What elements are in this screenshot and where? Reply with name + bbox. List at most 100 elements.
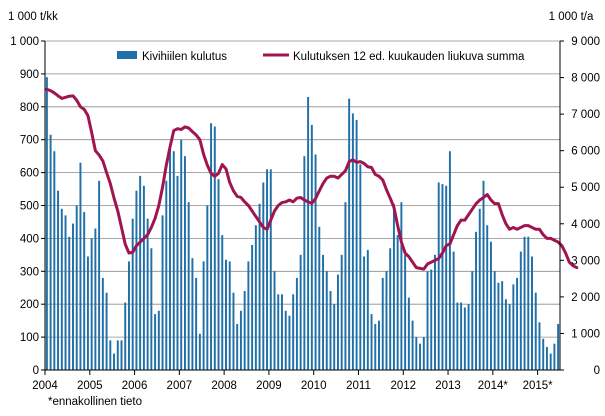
consumption-bar	[94, 228, 97, 370]
consumption-bar	[116, 340, 119, 370]
consumption-bar	[370, 314, 373, 370]
consumption-bar	[60, 208, 63, 370]
x-tick-label: 2013	[435, 380, 461, 392]
consumption-bar	[49, 134, 52, 370]
consumption-bar	[538, 322, 541, 370]
consumption-bar	[210, 123, 213, 370]
consumption-bar	[72, 223, 74, 370]
consumption-bar	[501, 281, 504, 370]
x-tick-label: 2006	[122, 380, 148, 392]
consumption-bar	[542, 338, 545, 370]
consumption-bar	[531, 256, 533, 370]
right-tick-label: 4 000	[571, 219, 600, 231]
consumption-bar	[187, 202, 190, 370]
consumption-bar	[258, 203, 261, 370]
consumption-bar	[139, 175, 142, 370]
consumption-bar	[75, 205, 78, 370]
consumption-bar	[191, 258, 194, 370]
consumption-bar	[307, 96, 310, 371]
consumption-bar	[534, 292, 537, 370]
consumption-bar	[344, 202, 347, 370]
consumption-bar	[251, 244, 254, 370]
consumption-bar	[288, 315, 291, 370]
legend-line-label: Kulutuksen 12 ed. kuukauden liukuva summ…	[293, 51, 525, 63]
consumption-bar	[165, 180, 168, 370]
right-tick-label: 8 000	[571, 73, 600, 85]
consumption-bar	[183, 156, 186, 370]
bar-series	[45, 77, 560, 371]
consumption-bar	[295, 277, 298, 370]
consumption-bar	[90, 238, 93, 370]
consumption-bar	[128, 261, 130, 370]
left-tick-label: 700	[20, 135, 39, 147]
left-tick-label: 0	[33, 365, 39, 377]
consumption-bar	[497, 282, 500, 370]
consumption-bar	[366, 249, 369, 370]
right-tick-label: 0	[594, 365, 600, 377]
consumption-bar	[150, 248, 153, 370]
consumption-bar	[202, 261, 205, 370]
consumption-bar	[553, 343, 556, 370]
consumption-bar	[239, 310, 242, 370]
left-tick-label: 1 000	[10, 36, 39, 48]
consumption-bar	[519, 251, 522, 370]
consumption-bar	[284, 310, 287, 370]
consumption-bar	[131, 218, 134, 370]
consumption-bar	[460, 302, 463, 370]
consumption-bar	[359, 164, 362, 371]
consumption-bar	[101, 277, 104, 370]
consumption-bar	[247, 261, 250, 370]
consumption-bar	[45, 77, 48, 370]
consumption-bar	[206, 205, 209, 370]
consumption-bar	[161, 215, 164, 370]
x-tick-label: 2015*	[523, 380, 554, 392]
consumption-bar	[512, 284, 515, 370]
consumption-bar	[415, 337, 418, 370]
consumption-bar	[493, 271, 496, 370]
consumption-bar	[434, 254, 436, 370]
consumption-bar	[198, 333, 201, 370]
legend-bar-label: Kivihiilen kulutus	[142, 51, 227, 63]
consumption-bar	[53, 151, 56, 370]
consumption-bar	[221, 235, 224, 370]
consumption-bar	[172, 151, 175, 370]
consumption-bar	[281, 294, 283, 370]
consumption-bar	[400, 202, 403, 370]
left-tick-label: 100	[20, 332, 39, 344]
left-tick-label: 200	[20, 299, 39, 311]
consumption-bar	[456, 302, 459, 370]
consumption-bar	[213, 126, 216, 370]
right-tick-label: 6 000	[571, 146, 600, 158]
consumption-bar	[269, 169, 272, 370]
consumption-bar	[273, 271, 276, 370]
consumption-bar	[467, 304, 470, 370]
consumption-bar	[266, 169, 269, 370]
consumption-bar	[419, 343, 422, 370]
legend: Kivihiilen kulutus Kulutuksen 12 ed. kuu…	[117, 51, 525, 63]
left-tick-label: 800	[20, 102, 39, 114]
right-tick-label: 5 000	[571, 182, 600, 194]
left-tick-label: 500	[20, 201, 39, 213]
consumption-bar	[292, 294, 295, 370]
consumption-bar	[549, 353, 552, 370]
consumption-bar	[86, 256, 89, 370]
consumption-bar	[325, 271, 328, 370]
right-tick-label: 7 000	[571, 109, 600, 121]
left-axis-ticks: 0 100 200 300 400 500 600 700 800 900 1 000	[10, 36, 39, 377]
consumption-bar	[314, 154, 317, 370]
consumption-bar	[79, 162, 82, 370]
consumption-bar	[318, 226, 321, 370]
right-axis-unit: 1 000 t/a	[549, 11, 594, 23]
consumption-bar	[68, 236, 71, 370]
left-tick-label: 300	[20, 266, 39, 278]
consumption-bar	[445, 185, 448, 370]
left-axis-unit: 1 000 t/kk	[8, 11, 58, 23]
consumption-bar	[411, 320, 414, 370]
consumption-bar	[482, 180, 485, 370]
consumption-bar	[124, 302, 127, 370]
line-series-layer	[45, 87, 579, 271]
x-tick-label: 2009	[256, 380, 282, 392]
x-tick-label: 2005	[77, 380, 103, 392]
consumption-bar	[407, 297, 410, 370]
consumption-bar	[98, 180, 101, 370]
